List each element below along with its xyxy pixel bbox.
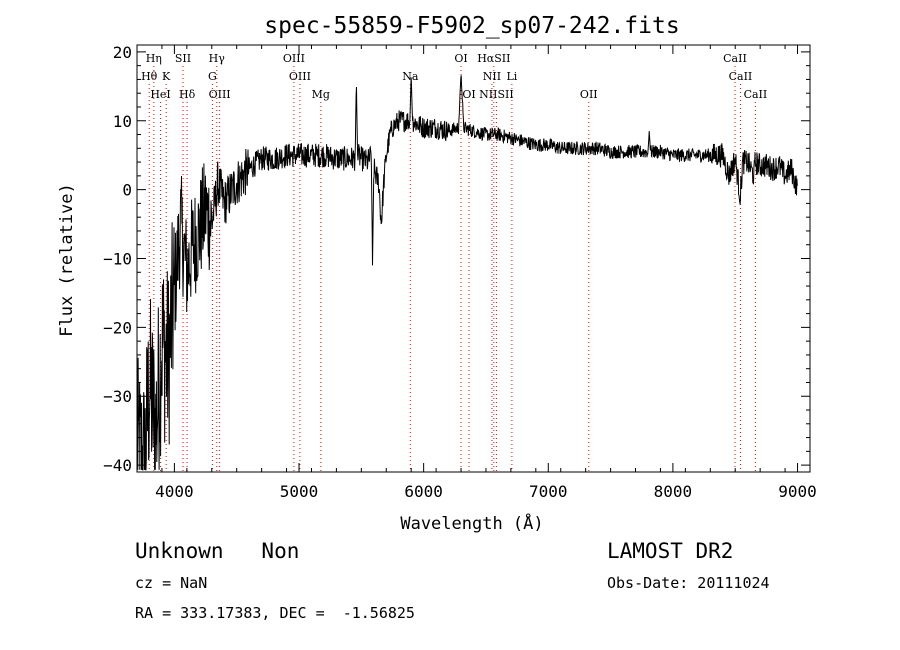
obs-date: Obs-Date: 20111024 (607, 574, 770, 592)
line-label: OI (462, 88, 475, 101)
line-label: SII (175, 52, 191, 65)
ra-dec: RA = 333.17383, DEC = -1.56825 (135, 604, 415, 622)
line-label: NIISII (479, 88, 514, 101)
x-tick-label: 7000 (529, 482, 568, 501)
chart-title: spec-55859-F5902_sp07-242.fits (264, 13, 679, 39)
line-label: Li (506, 70, 517, 83)
line-label: NII (483, 70, 501, 83)
x-tick-label: 6000 (404, 482, 443, 501)
y-tick-label: −10 (103, 250, 132, 269)
y-tick-label: 10 (113, 112, 132, 131)
line-label: Na (402, 70, 419, 83)
plot-frame (136, 44, 811, 473)
line-label: Hη (146, 52, 162, 65)
line-label: CaII (723, 52, 747, 65)
y-tick-label: 0 (122, 181, 132, 200)
line-label: Hγ (209, 52, 226, 65)
y-tick-label: −20 (103, 318, 132, 337)
line-label: OII (580, 88, 598, 101)
line-label: OIII (209, 88, 231, 101)
line-label: G (208, 70, 217, 83)
survey-name: LAMOST DR2 (607, 539, 734, 563)
x-tick-label: 4000 (155, 482, 194, 501)
line-label: Hθ (141, 70, 158, 83)
y-tick-label: −30 (103, 387, 132, 406)
x-tick-label: 5000 (280, 482, 319, 501)
x-axis-label: Wavelength (Å) (400, 512, 543, 534)
line-label: Mg (312, 88, 330, 101)
line-label: HαSII (477, 52, 510, 65)
line-label: OI (454, 52, 467, 65)
line-label: CaII (729, 70, 753, 83)
x-tick-label: 8000 (654, 482, 693, 501)
cz-value: cz = NaN (135, 574, 208, 592)
x-tick-label: 9000 (778, 482, 817, 501)
y-axis-label: Flux (relative) (57, 183, 77, 337)
line-label: HeI (150, 88, 170, 101)
line-label: CaII (744, 88, 768, 101)
spectrum-line (136, 75, 798, 471)
line-label: Hδ (179, 88, 196, 101)
object-class: Unknown Non (135, 539, 300, 563)
line-label: OIII (283, 52, 305, 65)
line-label: OIII (289, 70, 311, 83)
y-tick-label: 20 (113, 43, 132, 62)
y-tick-label: −40 (103, 456, 132, 475)
line-label: K (162, 70, 171, 83)
